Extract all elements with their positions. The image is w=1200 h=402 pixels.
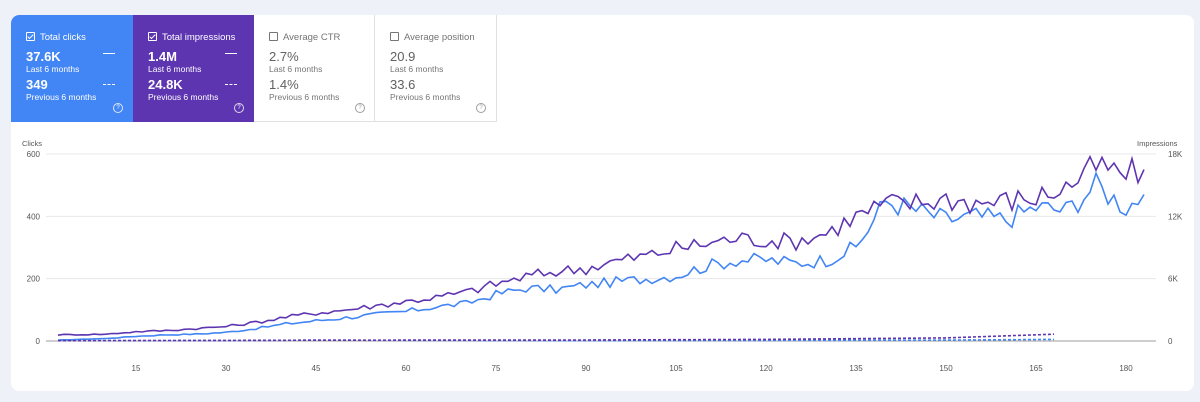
help-icon[interactable]: ? [476,103,486,113]
x-axis-tick-label: 45 [312,364,321,373]
solid-line-legend-icon [225,53,237,54]
performance-chart[interactable]: 0 200 400 600 0 6K 12K 18K 15 30 45 60 75 90 105 120 135… [11,146,1194,391]
checkbox-unchecked-icon[interactable] [390,32,399,41]
metric-card-total-impressions[interactable]: Total impressions 1.4M Last 6 months 24.… [133,15,254,122]
right-axis-title: Impressions [1137,139,1178,148]
metric-header: Total clicks [26,27,133,45]
metric-card-average-position[interactable]: Average position 20.9 Last 6 months 33.6… [375,15,497,122]
x-axis-tick-label: 120 [759,364,773,373]
metric-prev-value: 24.8K [148,77,183,92]
series-line-total-clicks-solid [57,170,1145,341]
help-icon[interactable]: ? [113,103,123,113]
x-axis-tick-label: 135 [849,364,863,373]
performance-panel: Total clicks 37.6K Last 6 months 349 Pre… [11,15,1194,391]
dashed-line-legend-icon [225,84,237,85]
metric-value: 1.4M [148,49,177,64]
left-axis-tick-label: 200 [27,275,41,284]
right-axis-tick-label: 18K [1168,150,1183,159]
metric-prev-period: Previous 6 months [26,92,97,102]
metric-prev-period: Previous 6 months [269,92,340,102]
checkbox-checked-icon[interactable] [26,32,35,41]
metric-header: Average CTR [269,27,374,45]
x-axis-tick-label: 60 [402,364,411,373]
metric-value: 20.9 [390,49,416,64]
metric-header: Average position [390,27,496,45]
help-icon[interactable]: ? [234,103,244,113]
metric-card-average-ctr[interactable]: Average CTR 2.7% Last 6 months 1.4% Prev… [254,15,375,122]
left-axis-tick-label: 400 [27,212,41,221]
x-axis-tick-label: 180 [1119,364,1133,373]
metric-header: Total impressions [148,27,254,45]
metric-value: 37.6K [26,49,61,64]
metric-prev-value: 349 [26,77,48,92]
left-axis-title: Clicks [22,139,42,148]
metric-value: 2.7% [269,49,299,64]
metric-period: Last 6 months [390,64,444,74]
help-icon[interactable]: ? [355,103,365,113]
right-axis-tick-label: 6K [1168,275,1178,284]
series-line-total-impressions-solid [57,154,1145,336]
metric-card-total-clicks[interactable]: Total clicks 37.6K Last 6 months 349 Pre… [11,15,133,122]
right-axis-tick-label: 12K [1168,212,1183,221]
x-axis-tick-label: 15 [132,364,141,373]
metric-name: Total impressions [162,32,236,43]
metric-prev-period: Previous 6 months [390,92,461,102]
x-axis-tick-label: 90 [582,364,591,373]
x-axis-tick-label: 75 [492,364,501,373]
solid-line-legend-icon [103,53,115,54]
checkbox-checked-icon[interactable] [148,32,157,41]
metric-period: Last 6 months [269,64,323,74]
x-axis-tick-label: 150 [939,364,953,373]
dashed-line-legend-icon [103,84,115,85]
left-axis-tick-label: 0 [36,337,41,346]
metric-prev-value: 1.4% [269,77,299,92]
right-axis-tick-label: 0 [1168,337,1173,346]
left-axis-tick-label: 600 [27,150,41,159]
metric-prev-period: Previous 6 months [148,92,219,102]
x-axis-tick-label: 105 [669,364,683,373]
metric-prev-value: 33.6 [390,77,416,92]
metric-period: Last 6 months [26,64,80,74]
checkbox-unchecked-icon[interactable] [269,32,278,41]
metric-name: Average position [404,32,475,43]
x-axis-tick-label: 165 [1029,364,1043,373]
metric-name: Average CTR [283,32,341,43]
x-axis-tick-label: 30 [222,364,231,373]
metric-period: Last 6 months [148,64,202,74]
metric-name: Total clicks [40,32,86,43]
